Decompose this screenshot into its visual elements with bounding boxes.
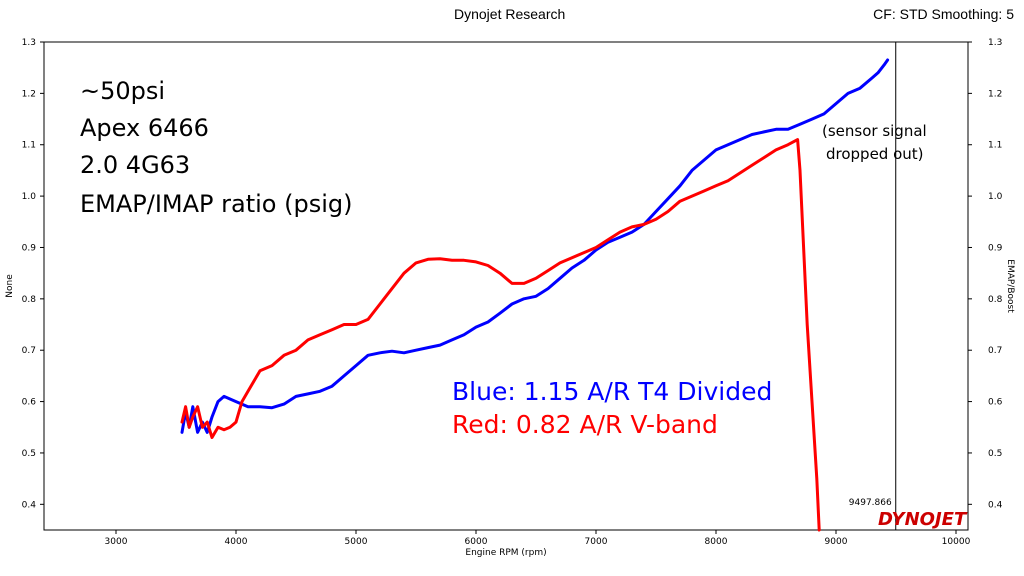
setup-line-3: 2.0 4G63 <box>80 151 190 179</box>
setup-line-4: EMAP/IMAP ratio (psig) <box>80 190 352 218</box>
blue-series-label: Blue: 1.15 A/R T4 Divided <box>452 377 772 406</box>
plot-frame <box>43 41 969 531</box>
red-series-label: Red: 0.82 A/R V-band <box>452 410 718 439</box>
blue-series-line <box>180 58 890 434</box>
y-tick-label-right: 0.6 <box>988 398 1003 408</box>
x-tick-label: 5000 <box>345 537 368 547</box>
y-tick-label-right: 1.0 <box>988 192 1003 202</box>
y-tick-label-right: 0.8 <box>988 295 1003 305</box>
dropout-note-line-1: (sensor signal <box>822 122 927 140</box>
x-axis-title: Engine RPM (rpm) <box>465 548 546 558</box>
y-tick-label-left: 0.9 <box>22 243 37 253</box>
rpm-cursor-value: 9497.866 <box>849 498 892 508</box>
x-tick-label: 6000 <box>465 537 488 547</box>
y-tick-label-left: 0.4 <box>22 500 37 510</box>
red-series-line <box>180 138 821 532</box>
y-tick-label-right: 0.5 <box>988 449 1002 459</box>
y-tick-label-left: 0.5 <box>22 449 36 459</box>
y-tick-label-right: 0.9 <box>988 243 1003 253</box>
chart-header-title: Dynojet Research <box>454 6 566 22</box>
setup-line-2: Apex 6466 <box>80 114 209 142</box>
y-tick-label-right: 1.3 <box>988 38 1002 48</box>
y-tick-label-left: 0.6 <box>22 398 37 408</box>
x-tick-label: 4000 <box>225 537 248 547</box>
x-tick-label: 10000 <box>942 537 971 547</box>
x-tick-label: 9000 <box>825 537 848 547</box>
y-tick-label-left: 1.1 <box>22 141 36 151</box>
y-tick-label-right: 1.2 <box>988 89 1002 99</box>
y-tick-label-right: 0.4 <box>988 500 1003 510</box>
y-tick-label-right: 0.7 <box>988 346 1002 356</box>
chart-header-info: CF: STD Smoothing: 5 <box>873 6 1014 22</box>
dropout-note-line-2: dropped out) <box>826 145 924 163</box>
y-tick-label-right: 1.1 <box>988 141 1002 151</box>
x-tick-label: 7000 <box>585 537 608 547</box>
x-tick-label: 3000 <box>105 537 128 547</box>
y-tick-label-left: 1.3 <box>22 38 36 48</box>
y-tick-label-left: 0.8 <box>22 295 37 305</box>
y-tick-label-left: 1.2 <box>22 89 36 99</box>
x-tick-label: 8000 <box>705 537 728 547</box>
y-axis-title-left: None <box>5 274 15 298</box>
y-tick-label-left: 1.0 <box>22 192 37 202</box>
setup-line-1: ~50psi <box>80 77 165 105</box>
dynojet-logo: DYNOJET <box>878 509 968 530</box>
y-tick-label-left: 0.7 <box>22 346 36 356</box>
y-axis-title-right: EMAP/Boost <box>1005 259 1015 313</box>
